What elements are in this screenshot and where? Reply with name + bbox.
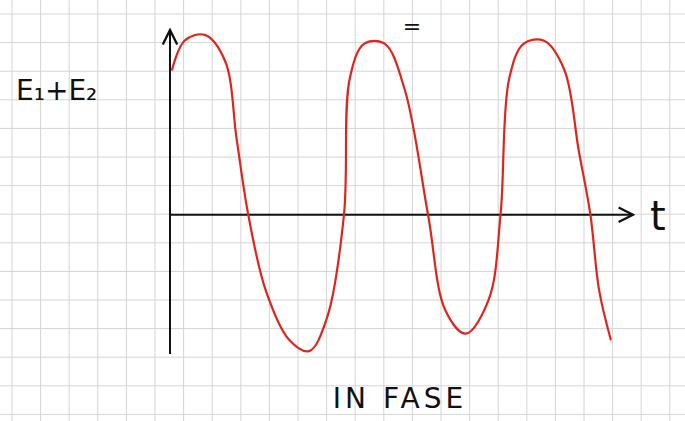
- paper-line: [155, 0, 156, 421]
- paper-line: [383, 0, 384, 421]
- chart: E₁+E₂ t = IN FASE: [0, 0, 685, 421]
- paper-line: [0, 128, 685, 129]
- paper-line: [0, 157, 685, 158]
- paper-line: [326, 0, 327, 421]
- paper-line: [0, 42, 685, 43]
- annotation: =: [403, 14, 421, 39]
- paper-line: [641, 0, 642, 421]
- y-axis-title: E₁+E₂: [16, 74, 97, 107]
- x-axis-line: [170, 214, 633, 216]
- paper-grid: [0, 0, 685, 421]
- paper-line: [0, 300, 685, 301]
- paper-line: [12, 0, 13, 421]
- annotation: IN FASE: [333, 382, 467, 415]
- paper-line: [97, 0, 98, 421]
- paper-line: [183, 0, 184, 421]
- paper-line: [0, 14, 685, 15]
- paper-line: [584, 0, 585, 421]
- paper-line: [669, 0, 670, 421]
- paper-line: [555, 0, 556, 421]
- paper-line: [126, 0, 127, 421]
- x-axis: [170, 214, 633, 215]
- paper-line: [498, 0, 499, 421]
- paper-line: [269, 0, 270, 421]
- paper-line: [0, 357, 685, 358]
- plot-area: [172, 34, 611, 351]
- paper-line: [0, 328, 685, 329]
- paper-line: [40, 0, 41, 421]
- y-axis: [170, 30, 171, 354]
- paper-line: [0, 242, 685, 243]
- y-axis-line: [169, 30, 171, 354]
- paper-line: [469, 0, 470, 421]
- paper-line: [240, 0, 241, 421]
- paper-line: [612, 0, 613, 421]
- x-axis-title: t: [650, 193, 666, 239]
- paper-line: [0, 99, 685, 100]
- paper-line: [441, 0, 442, 421]
- paper-line: [69, 0, 70, 421]
- paper-line: [298, 0, 299, 421]
- paper-line: [412, 0, 413, 421]
- paper-line: [0, 214, 685, 215]
- signal-line: [172, 34, 611, 351]
- paper-line: [0, 185, 685, 186]
- paper-line: [355, 0, 356, 421]
- paper-line: [526, 0, 527, 421]
- paper-line: [0, 71, 685, 72]
- paper-line: [0, 271, 685, 272]
- paper-line: [212, 0, 213, 421]
